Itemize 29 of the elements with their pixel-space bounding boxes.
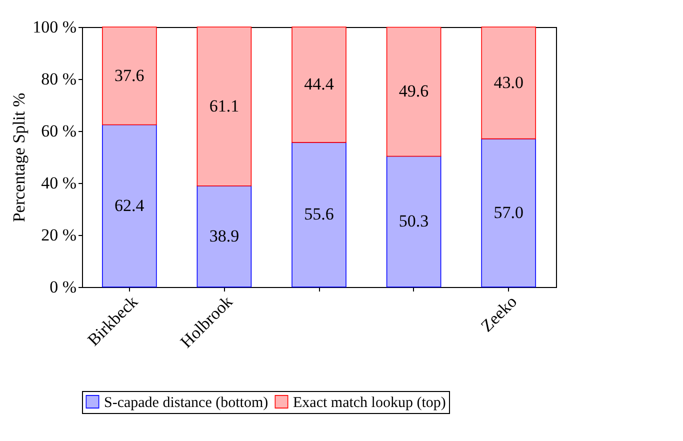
data-label: 43.0: [494, 72, 524, 92]
y-axis-title: Percentage Split %: [10, 92, 29, 222]
data-label: 55.6: [304, 204, 334, 224]
bar: [196, 185, 252, 288]
bar: [386, 156, 442, 288]
legend-label: S-capade distance (bottom): [104, 394, 268, 411]
bar: [102, 26, 157, 126]
y-tick-label: 60 %: [41, 122, 76, 140]
data-label: 38.9: [209, 226, 240, 246]
y-tick-label: 0 %: [50, 278, 76, 296]
bar: [386, 26, 442, 157]
y-tick-label: 100 %: [32, 18, 76, 36]
y-tick-label: 40 %: [41, 174, 76, 192]
bar: [481, 138, 536, 288]
data-label: 57.0: [494, 202, 524, 222]
y-tick-label: 20 %: [41, 226, 76, 244]
data-label: 62.4: [114, 196, 145, 215]
bar: [196, 26, 252, 186]
legend-label: Exact match lookup (top): [293, 394, 446, 411]
bar: [102, 124, 157, 288]
data-label: 49.6: [398, 82, 429, 101]
bar: [292, 142, 346, 288]
bar: [481, 26, 536, 140]
data-label: 37.6: [114, 66, 144, 85]
y-tick-label: 80 %: [41, 70, 76, 88]
data-label: 44.4: [304, 74, 334, 94]
data-label: 61.1: [209, 96, 240, 116]
data-label: 50.3: [398, 212, 429, 231]
bar: [292, 26, 346, 143]
